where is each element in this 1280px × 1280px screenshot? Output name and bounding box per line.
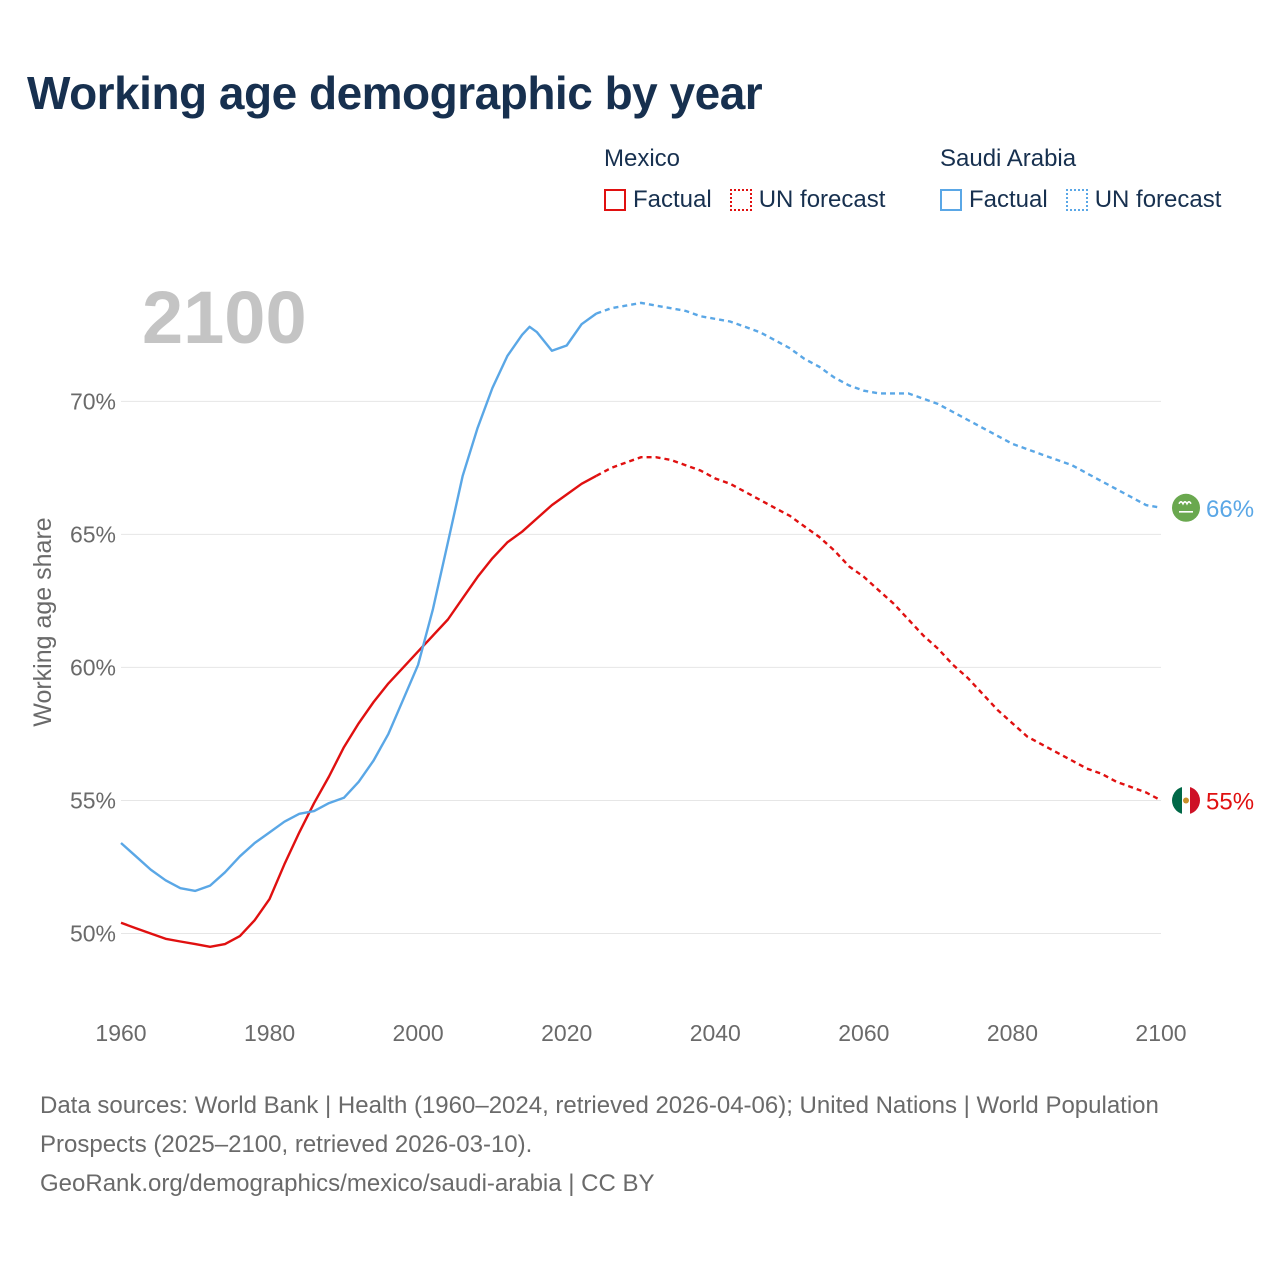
y-tick-label: 55% — [70, 787, 116, 813]
y-tick-label: 50% — [70, 920, 116, 946]
mexico-flag-icon — [1172, 786, 1200, 815]
source-note: Data sources: World Bank | Health (1960–… — [40, 1086, 1220, 1203]
mexico-factual-line — [120, 474, 597, 948]
legend-mexico-forecast[interactable]: UN forecast — [729, 186, 886, 214]
legend-mexico-title: Mexico — [604, 145, 681, 172]
legend-swatch-dotted-icon — [729, 189, 752, 211]
legend-saudi-arabia-factual-label: Factual — [969, 186, 1048, 213]
mexico-end-label: 55% — [1206, 788, 1254, 815]
legend-saudi-arabia-factual[interactable]: Factual — [940, 186, 1048, 214]
source-url[interactable]: GeoRank.org/demographics/mexico/saudi-ar… — [40, 1170, 655, 1197]
legend-mexico: Mexico Factual UN forecast — [604, 144, 885, 214]
x-tick-label: 1980 — [244, 1020, 295, 1046]
legend-swatch-solid-icon — [940, 189, 962, 211]
x-tick-label: 2040 — [690, 1020, 741, 1046]
legend-saudi-arabia: Saudi Arabia Factual UN forecast — [940, 144, 1221, 214]
y-tick-label: 65% — [70, 521, 116, 547]
y-tick-label: 70% — [70, 388, 116, 414]
source-citation: Data sources: World Bank | Health (1960–… — [40, 1092, 1159, 1158]
legend-saudi-arabia-title: Saudi Arabia — [940, 145, 1077, 172]
year-watermark: 2100 — [142, 276, 307, 359]
y-tick-label: 60% — [70, 654, 116, 680]
x-tick-label: 2100 — [1135, 1020, 1186, 1046]
legend-saudi-arabia-forecast-label: UN forecast — [1094, 186, 1222, 213]
legend-mexico-factual[interactable]: Factual — [604, 186, 712, 214]
x-tick-label: 1960 — [95, 1020, 146, 1046]
x-tick-label: 2020 — [541, 1020, 592, 1046]
legend-saudi-arabia-forecast[interactable]: UN forecast — [1065, 186, 1222, 214]
mexico-forecast-line — [595, 456, 1162, 802]
x-tick-label: 2080 — [987, 1020, 1038, 1046]
saudi-arabia-factual-line — [120, 312, 598, 893]
legend-mexico-factual-label: Factual — [633, 186, 712, 213]
saudi-arabia-flag-icon — [1172, 493, 1200, 522]
saudi-arabia-end-label: 66% — [1206, 496, 1254, 523]
saudi-arabia-forecast-line — [595, 301, 1162, 509]
legend-swatch-dotted-icon — [1065, 189, 1088, 211]
y-axis-label: Working age share — [29, 517, 57, 726]
x-tick-label: 2000 — [393, 1020, 444, 1046]
chart-title: Working age demographic by year — [27, 67, 763, 119]
legend-mexico-forecast-label: UN forecast — [758, 186, 886, 213]
x-tick-label: 2060 — [838, 1020, 889, 1046]
legend-swatch-solid-icon — [604, 189, 626, 211]
line-chart: 2100 50% 55% 60% 65% 70% 1960 1980 2000 2020 204… — [29, 276, 1254, 1046]
